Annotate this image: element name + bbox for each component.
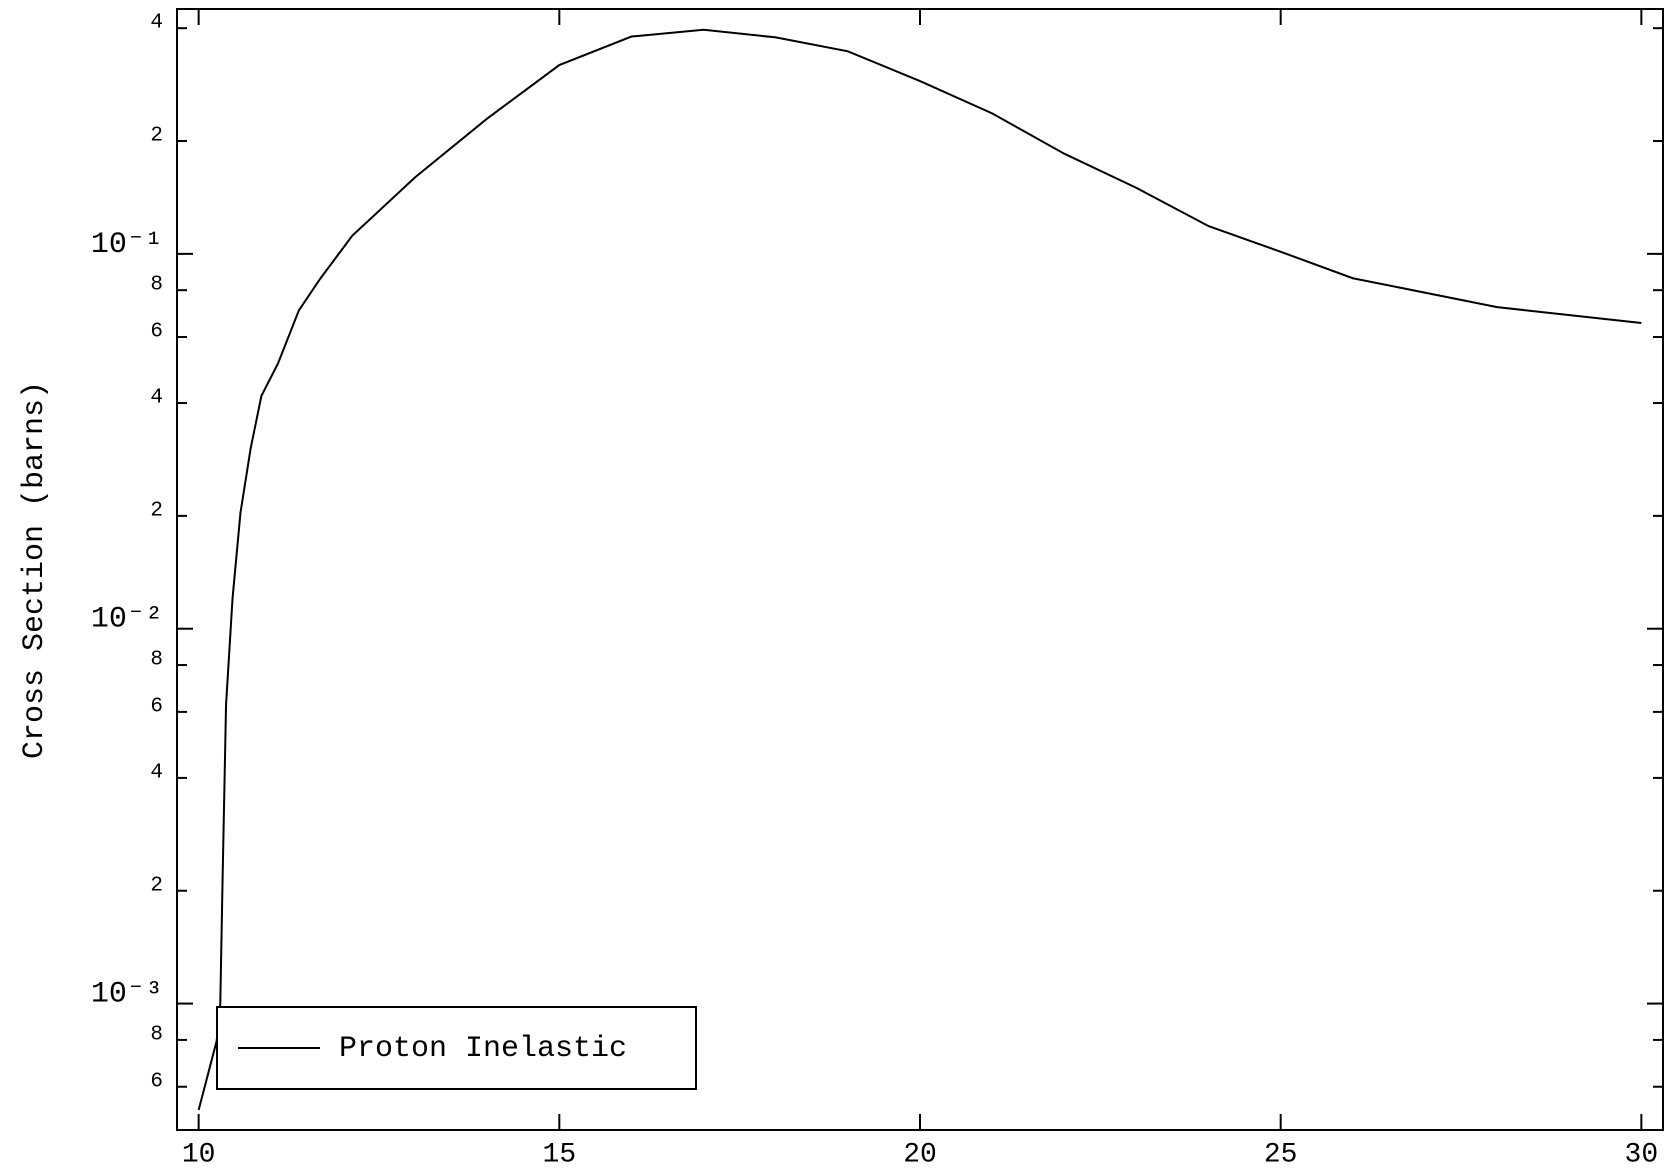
x-tick-label: 20 bbox=[903, 1139, 937, 1170]
y-tick-label: 8 bbox=[150, 649, 163, 672]
y-tick-label: 2 bbox=[150, 125, 163, 148]
plot-frame bbox=[176, 8, 1664, 1131]
y-tick-label: 10⁻¹ bbox=[91, 228, 163, 262]
y-tick-label: 6 bbox=[150, 321, 163, 344]
y-tick-label: 8 bbox=[150, 274, 163, 297]
y-tick-label: 2 bbox=[150, 874, 163, 897]
x-tick-label: 30 bbox=[1625, 1139, 1659, 1170]
y-tick-label: 6 bbox=[150, 1070, 163, 1093]
y-tick-label: 4 bbox=[150, 761, 163, 784]
y-tick-label: 2 bbox=[150, 499, 163, 522]
y-tick-label: 4 bbox=[150, 387, 163, 410]
legend-label: Proton Inelastic bbox=[339, 1032, 627, 1066]
y-tick-label: 6 bbox=[150, 695, 163, 718]
data-line bbox=[197, 28, 1642, 1111]
y-tick-label: 10⁻³ bbox=[91, 978, 163, 1012]
y-tick-label: 10⁻² bbox=[91, 603, 163, 637]
y-tick-label: 8 bbox=[150, 1023, 163, 1046]
y-tick-label: 4 bbox=[150, 12, 163, 35]
x-tick-label: 10 bbox=[182, 1139, 216, 1170]
y-axis-label: Cross Section (barns) bbox=[18, 381, 52, 759]
x-tick-label: 25 bbox=[1264, 1139, 1298, 1170]
x-tick-label: 15 bbox=[543, 1139, 577, 1170]
